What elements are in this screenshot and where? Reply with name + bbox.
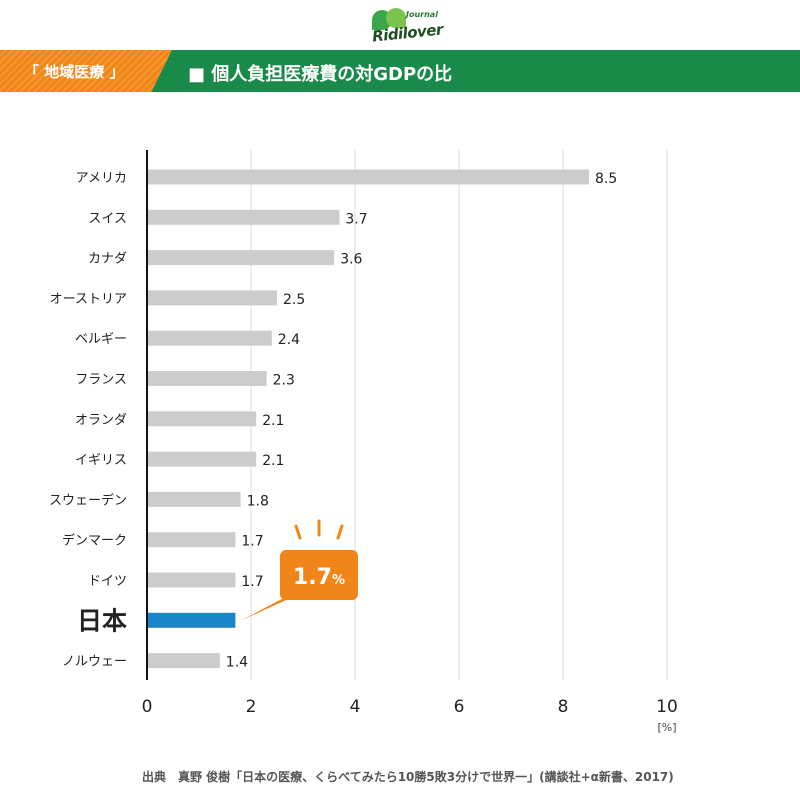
x-unit-label: [%] bbox=[657, 721, 676, 734]
bar bbox=[147, 250, 335, 266]
x-tick-label: 4 bbox=[350, 697, 361, 717]
value-label: 2.5 bbox=[283, 292, 305, 308]
value-label: 1.8 bbox=[247, 493, 269, 509]
value-label: 1.4 bbox=[226, 655, 248, 671]
value-label: 2.4 bbox=[278, 332, 300, 348]
logo-journal-text: Journal bbox=[406, 10, 438, 19]
value-label: 3.7 bbox=[345, 211, 367, 227]
category-label: ドイツ bbox=[88, 574, 127, 589]
leaf-icon-2 bbox=[386, 8, 406, 28]
bar bbox=[147, 371, 267, 386]
bar bbox=[147, 532, 236, 548]
callout-burst-ray bbox=[336, 524, 344, 540]
category-label: スウェーデン bbox=[49, 492, 127, 508]
category-label: フランス bbox=[75, 373, 127, 388]
bar bbox=[147, 653, 220, 669]
category-tag: 「 地域医療 」 bbox=[0, 50, 172, 92]
category-label: オーストリア bbox=[50, 292, 127, 307]
value-label: 2.1 bbox=[262, 413, 284, 429]
bar bbox=[147, 491, 241, 507]
value-label: 1.7 bbox=[241, 574, 263, 590]
value-label: 2.1 bbox=[262, 453, 284, 469]
x-tick-label: 6 bbox=[454, 697, 465, 717]
x-tick-label: 10 bbox=[656, 697, 678, 717]
x-tick-label: 8 bbox=[558, 697, 569, 717]
callout-value: 1.7 bbox=[293, 565, 332, 590]
category-label: スイス bbox=[88, 211, 127, 226]
category-label: イギリス bbox=[75, 453, 127, 468]
category-label: ベルギー bbox=[75, 332, 127, 347]
x-tick-label: 0 bbox=[142, 697, 153, 717]
bar bbox=[147, 209, 340, 225]
source-citation: 出典 真野 俊樹「日本の医療、くらべてみたら10勝5敗3分けで世界一」(講談社+… bbox=[142, 770, 674, 784]
bar bbox=[147, 411, 257, 427]
value-label: 8.5 bbox=[595, 171, 617, 187]
callout-box bbox=[280, 550, 358, 600]
category-tag-label: 「 地域医療 」 bbox=[24, 63, 125, 81]
bar bbox=[147, 330, 272, 346]
category-label: アメリカ bbox=[76, 171, 127, 186]
callout-burst-ray bbox=[294, 524, 302, 540]
category-label-highlight: 日本 bbox=[77, 606, 127, 635]
bar bbox=[147, 169, 589, 185]
callout-unit: % bbox=[332, 573, 345, 588]
page-title: ■ 個人負担医療費の対GDPの比 bbox=[188, 64, 453, 85]
header-bar: 「 地域医療 」 ■ 個人負担医療費の対GDPの比 bbox=[0, 50, 800, 92]
value-label: 2.3 bbox=[273, 373, 295, 389]
value-label: 1.7 bbox=[241, 534, 263, 550]
category-label: カナダ bbox=[88, 252, 127, 267]
bar bbox=[147, 451, 257, 467]
category-label: ノルウェー bbox=[62, 655, 127, 670]
value-label: 3.6 bbox=[340, 252, 362, 268]
category-label: オランダ bbox=[75, 413, 127, 428]
bar bbox=[147, 572, 236, 588]
ridilover-logo: Journal Ridilover bbox=[368, 6, 444, 48]
category-label: デンマーク bbox=[62, 533, 127, 549]
x-tick-label: 2 bbox=[246, 697, 257, 717]
callout-text: 1.7% bbox=[293, 565, 345, 590]
bar bbox=[147, 290, 277, 306]
bar-highlight bbox=[147, 612, 236, 628]
